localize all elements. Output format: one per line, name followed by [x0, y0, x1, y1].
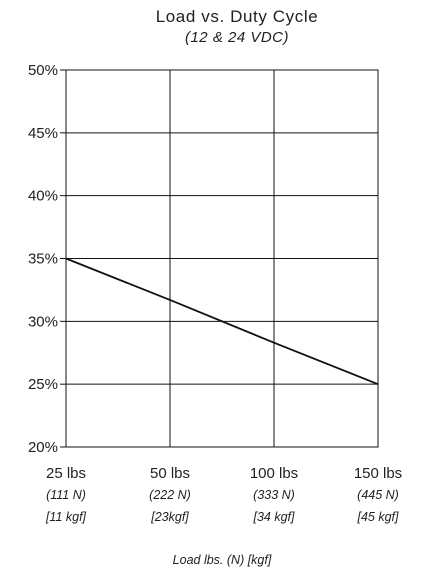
- x-tick-kgf-label: [23kgf]: [150, 510, 189, 524]
- x-axis-label: Load lbs. (N) [kgf]: [173, 553, 272, 567]
- y-tick-label: 20%: [28, 439, 58, 456]
- x-tick-newton-label: (445 N): [357, 488, 399, 502]
- x-axis-ticks: 25 lbs (111 N) [11 kgf] 50 lbs (222 N) [23kgf…: [45, 465, 402, 524]
- x-tick-label: 100 lbs: [250, 465, 298, 482]
- duty-cycle-line: [65, 257, 379, 386]
- x-tick-label: 25 lbs: [46, 465, 86, 482]
- chart-title: Load vs. Duty Cycle: [156, 7, 319, 26]
- y-tick-label: 45%: [28, 125, 58, 142]
- series-layer: [65, 257, 379, 386]
- x-tick-kgf-label: [45 kgf]: [357, 510, 400, 524]
- y-tick-label: 50%: [28, 62, 58, 79]
- grid: [60, 69, 379, 448]
- x-tick-newton-label: (111 N): [46, 488, 86, 502]
- y-tick-label: 25%: [28, 376, 58, 393]
- x-tick-kgf-label: [34 kgf]: [253, 510, 296, 524]
- x-tick-kgf-label: [11 kgf]: [45, 510, 87, 524]
- x-tick-newton-label: (222 N): [149, 488, 191, 502]
- x-tick-label: 50 lbs: [150, 465, 190, 482]
- y-tick-label: 35%: [28, 251, 58, 268]
- y-tick-label: 30%: [28, 313, 58, 330]
- x-tick-label: 150 lbs: [354, 465, 402, 482]
- y-tick-label: 40%: [28, 188, 58, 205]
- chart-subtitle: (12 & 24 VDC): [185, 29, 289, 46]
- x-tick-newton-label: (333 N): [253, 488, 295, 502]
- y-axis-ticks: 20% 25% 30% 35% 40% 45% 50%: [28, 62, 58, 456]
